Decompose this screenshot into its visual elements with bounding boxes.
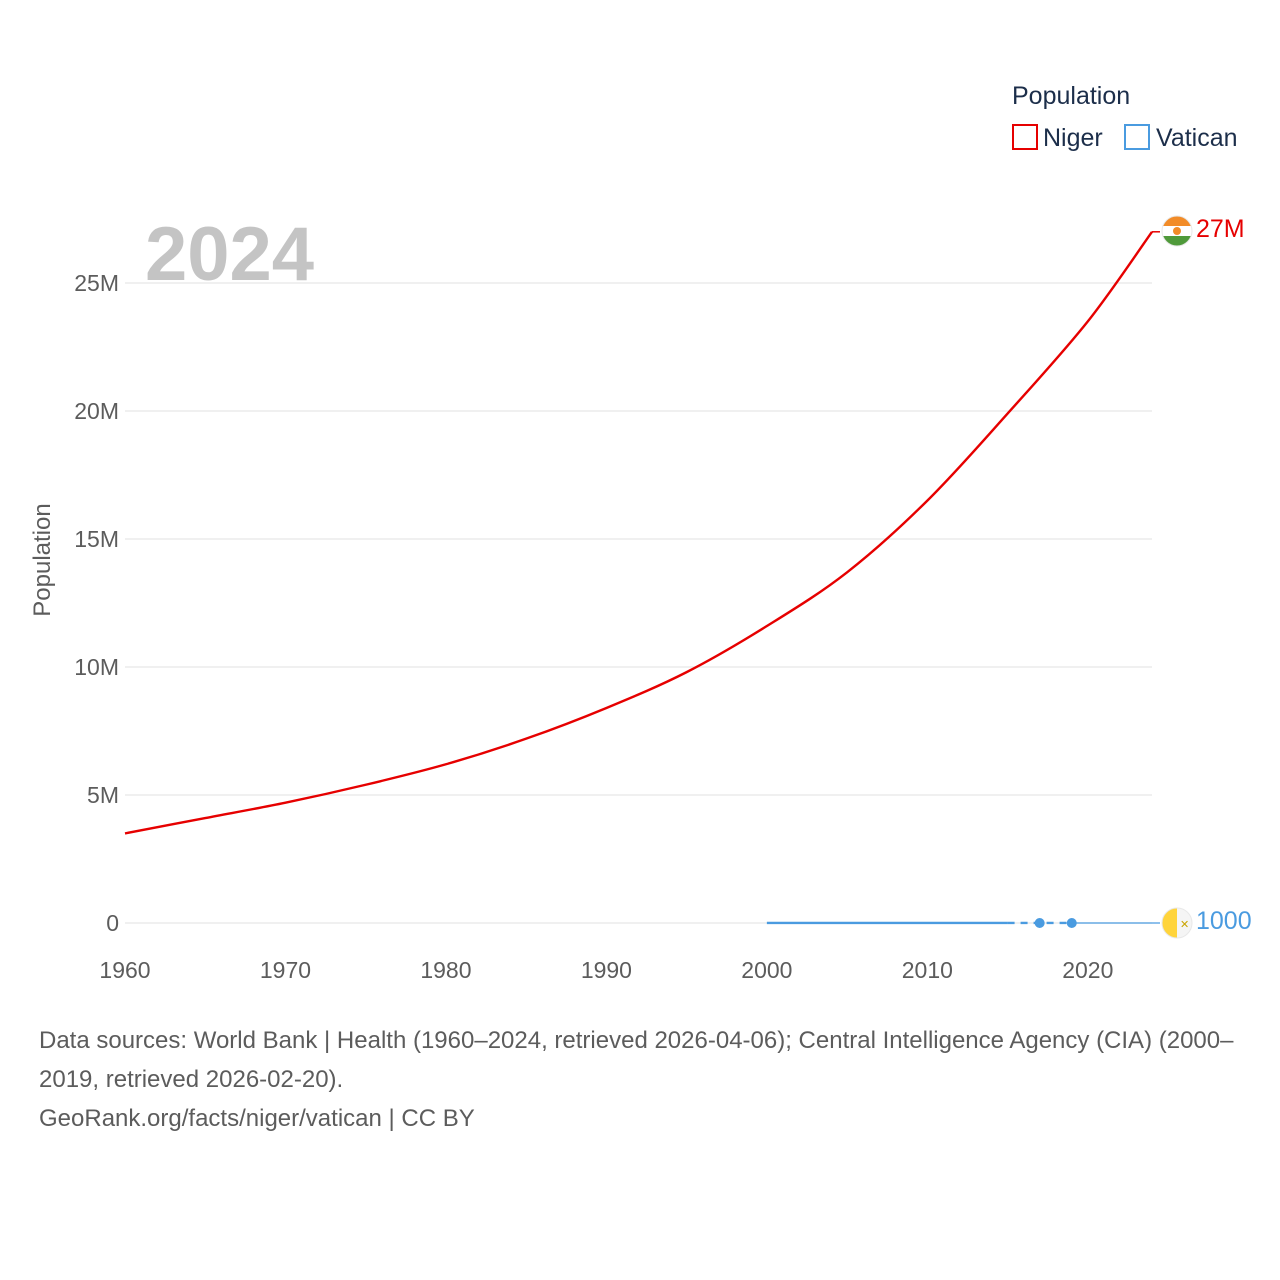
legend-title: Population xyxy=(1012,82,1130,110)
x-tick-label: 1960 xyxy=(99,957,150,983)
niger-flag-icon xyxy=(1161,215,1193,247)
vatican-flag-icon: ✕ xyxy=(1161,907,1193,939)
legend-item-vatican[interactable]: Vatican xyxy=(1124,124,1238,152)
x-tick-label: 2000 xyxy=(741,957,792,983)
niger-end-label: 27M xyxy=(1196,215,1245,243)
y-tick-label: 5M xyxy=(87,782,119,808)
y-tick-label: 0 xyxy=(106,910,119,936)
legend: Population Niger Vatican xyxy=(1012,82,1238,152)
vatican-end-label: 1000 xyxy=(1196,907,1252,935)
x-tick-label: 1970 xyxy=(260,957,311,983)
legend-swatch-niger xyxy=(1012,124,1038,150)
gridlines xyxy=(125,282,1152,924)
y-tick-label: 25M xyxy=(74,270,119,296)
x-axis-ticks: 1960 1970 1980 1990 2000 2010 2020 xyxy=(99,957,1113,983)
legend-label-vatican: Vatican xyxy=(1156,124,1238,152)
x-tick-label: 1990 xyxy=(581,957,632,983)
y-tick-label: 20M xyxy=(74,398,119,424)
year-label: 2024 xyxy=(145,212,314,297)
legend-label-niger: Niger xyxy=(1043,124,1103,152)
legend-item-niger[interactable]: Niger xyxy=(1012,124,1103,152)
x-tick-label: 1980 xyxy=(420,957,471,983)
data-sources-note: Data sources: World Bank | Health (1960–… xyxy=(39,1027,1234,1093)
y-tick-label: 15M xyxy=(74,526,119,552)
population-chart: 0 5M 10M 15M 20M 25M 1960 1970 1980 1990 2000 2010… xyxy=(29,82,1252,983)
chart-footer: Data sources: World Bank | Health (1960–… xyxy=(39,1021,1249,1138)
legend-swatch-vatican xyxy=(1124,124,1150,150)
y-tick-label: 10M xyxy=(74,654,119,680)
credit-link[interactable]: GeoRank.org/facts/niger/vatican | CC BY xyxy=(39,1105,475,1132)
y-axis-title: Population xyxy=(29,503,56,616)
y-axis-ticks: 0 5M 10M 15M 20M 25M xyxy=(74,270,119,936)
x-tick-label: 2020 xyxy=(1062,957,1113,983)
vatican-data-point[interactable] xyxy=(1066,917,1077,928)
x-tick-label: 2010 xyxy=(902,957,953,983)
svg-text:✕: ✕ xyxy=(1180,918,1189,931)
series-layer xyxy=(124,231,1160,928)
vatican-data-point[interactable] xyxy=(1034,917,1045,928)
series-line-niger xyxy=(124,231,1153,835)
